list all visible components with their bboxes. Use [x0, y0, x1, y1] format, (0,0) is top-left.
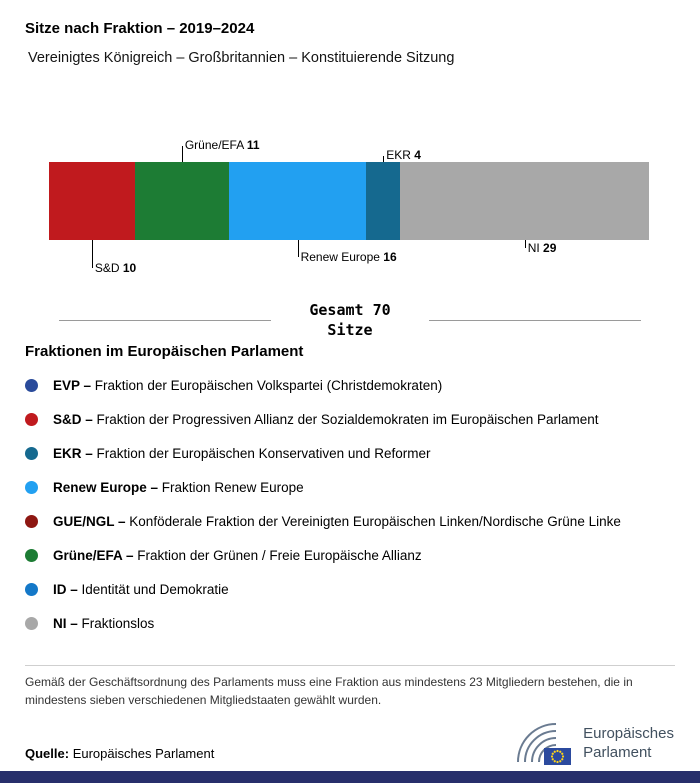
bar-label-tick-sd — [91, 240, 93, 268]
legend-abbr: EVP – — [53, 377, 92, 393]
legend-abbr: NI – — [53, 615, 78, 631]
legend-color-dot-id — [25, 582, 38, 596]
legend-item-ni: NI – Fraktionslos — [25, 606, 685, 640]
legend-item-id: ID – Identität und Demokratie — [25, 572, 685, 606]
legend-abbr: Grüne/EFA – — [53, 547, 134, 563]
total-label-line2: Sitze — [327, 321, 373, 339]
source-line: Quelle: Europäisches Parlament — [25, 746, 214, 761]
bottom-bar — [0, 771, 700, 783]
legend-heading: Fraktionen im Europäischen Parlament — [25, 343, 304, 360]
bar-segment-renew-europe — [228, 162, 367, 240]
chart-subtitle: Vereinigtes Königreich – Großbritannien … — [28, 50, 455, 66]
bar-label-sd: S&D 10 — [94, 261, 137, 275]
total-divider-left — [59, 319, 272, 321]
legend-color-dot-renew-europe — [25, 480, 38, 494]
legend-desc: Fraktion der Progressiven Allianz der So… — [96, 411, 599, 427]
legend-item-ekr: EKR – Fraktion der Europäischen Konserva… — [25, 436, 685, 470]
source-label: Quelle: — [25, 746, 70, 761]
legend: EVP – Fraktion der Europäischen Volkspar… — [25, 368, 685, 640]
chart-title: Sitze nach Fraktion – 2019–2024 — [25, 20, 255, 37]
bar-label-renew-europe: Renew Europe 16 — [300, 250, 397, 264]
legend-abbr: S&D – — [53, 411, 93, 427]
seat-bar — [49, 162, 649, 240]
parliament-hemicycle-icon — [517, 723, 572, 765]
eu-parliament-logo: Europäisches Parlament — [514, 720, 674, 766]
legend-color-dot-ekr — [25, 446, 38, 460]
legend-color-dot-gruene-efa — [25, 548, 38, 562]
bar-label-tick-ekr — [383, 156, 385, 162]
legend-desc: Fraktion Renew Europe — [161, 479, 304, 495]
source-text: Europäisches Parlament — [72, 746, 215, 761]
legend-color-dot-gue-ngl — [25, 514, 38, 528]
legend-desc: Fraktion der Europäischen Konservativen … — [96, 445, 431, 461]
total-label-line1: Gesamt 70 — [309, 301, 391, 319]
legend-text: EKR – Fraktion der Europäischen Konserva… — [53, 446, 430, 461]
legend-item-gue-ngl: GUE/NGL – Konföderale Fraktion der Verei… — [25, 504, 685, 538]
legend-item-gruene-efa: Grüne/EFA – Fraktion der Grünen / Freie … — [25, 538, 685, 572]
legend-item-renew-europe: Renew Europe – Fraktion Renew Europe — [25, 470, 685, 504]
footnote: Gemäß der Geschäftsordnung des Parlament… — [25, 675, 633, 707]
bar-label-tick-ni — [524, 240, 526, 248]
legend-color-dot-ni — [25, 616, 38, 630]
legend-text: Grüne/EFA – Fraktion der Grünen / Freie … — [53, 548, 422, 563]
legend-desc: Fraktion der Grünen / Freie Europäische … — [137, 547, 422, 563]
legend-desc: Fraktionslos — [81, 615, 155, 631]
bar-segment-gruene-efa — [134, 162, 229, 240]
bar-label-ekr: EKR 4 — [386, 148, 421, 162]
bar-label-tick-renew-europe — [297, 240, 299, 257]
bar-label-tick-gruene-efa — [181, 146, 183, 162]
legend-text: GUE/NGL – Konföderale Fraktion der Verei… — [53, 514, 621, 529]
legend-color-dot-evp — [25, 378, 38, 392]
legend-abbr: ID – — [53, 581, 78, 597]
legend-abbr: EKR – — [53, 445, 93, 461]
bar-segment-ni — [400, 162, 649, 240]
legend-item-evp: EVP – Fraktion der Europäischen Volkspar… — [25, 368, 685, 402]
bar-segment-sd — [49, 162, 135, 240]
legend-desc: Konföderale Fraktion der Vereinigten Eur… — [129, 513, 621, 529]
legend-text: EVP – Fraktion der Europäischen Volkspar… — [53, 378, 442, 393]
legend-abbr: GUE/NGL – — [53, 513, 126, 529]
logo-text-line2: Parlament — [583, 744, 652, 761]
legend-item-sd: S&D – Fraktion der Progressiven Allianz … — [25, 402, 685, 436]
footnote-divider — [25, 665, 675, 666]
total-divider-right — [428, 319, 641, 321]
total-seats: Gesamt 70 Sitze — [59, 300, 641, 340]
total-label: Gesamt 70 Sitze — [271, 300, 428, 340]
legend-text: ID – Identität und Demokratie — [53, 582, 229, 597]
logo-text-line1: Europäisches — [583, 725, 674, 742]
legend-abbr: Renew Europe – — [53, 479, 159, 495]
logo-text: Europäisches Parlament — [583, 724, 674, 762]
legend-text: Renew Europe – Fraktion Renew Europe — [53, 480, 304, 495]
bar-label-gruene-efa: Grüne/EFA 11 — [184, 138, 260, 152]
legend-desc: Identität und Demokratie — [81, 581, 229, 597]
legend-text: S&D – Fraktion der Progressiven Allianz … — [53, 412, 599, 427]
seats-stacked-bar-chart: S&D 10 Grüne/EFA 11 Renew Europe 16 EKR 4 NI… — [49, 130, 649, 305]
legend-desc: Fraktion der Europäischen Volkspartei (C… — [94, 377, 443, 393]
legend-text: NI – Fraktionslos — [53, 616, 154, 631]
legend-color-dot-sd — [25, 412, 38, 426]
eu-flag-icon — [544, 748, 572, 765]
bar-segment-ekr — [366, 162, 401, 240]
bar-label-ni: NI 29 — [527, 241, 557, 255]
